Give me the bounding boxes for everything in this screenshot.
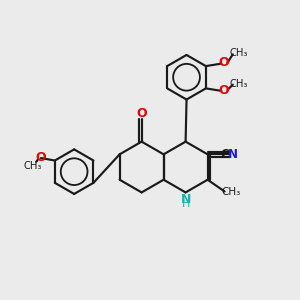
- Text: O: O: [218, 56, 229, 69]
- Text: C: C: [220, 148, 229, 160]
- Text: O: O: [36, 151, 46, 164]
- Text: CH₃: CH₃: [229, 48, 248, 59]
- Text: CH₃: CH₃: [229, 79, 248, 89]
- Text: N: N: [228, 148, 238, 160]
- Text: H: H: [182, 199, 190, 209]
- Text: N: N: [181, 193, 191, 206]
- Text: CH₃: CH₃: [222, 188, 241, 197]
- Text: O: O: [218, 84, 229, 97]
- Text: CH₃: CH₃: [23, 161, 42, 171]
- Text: O: O: [136, 107, 147, 120]
